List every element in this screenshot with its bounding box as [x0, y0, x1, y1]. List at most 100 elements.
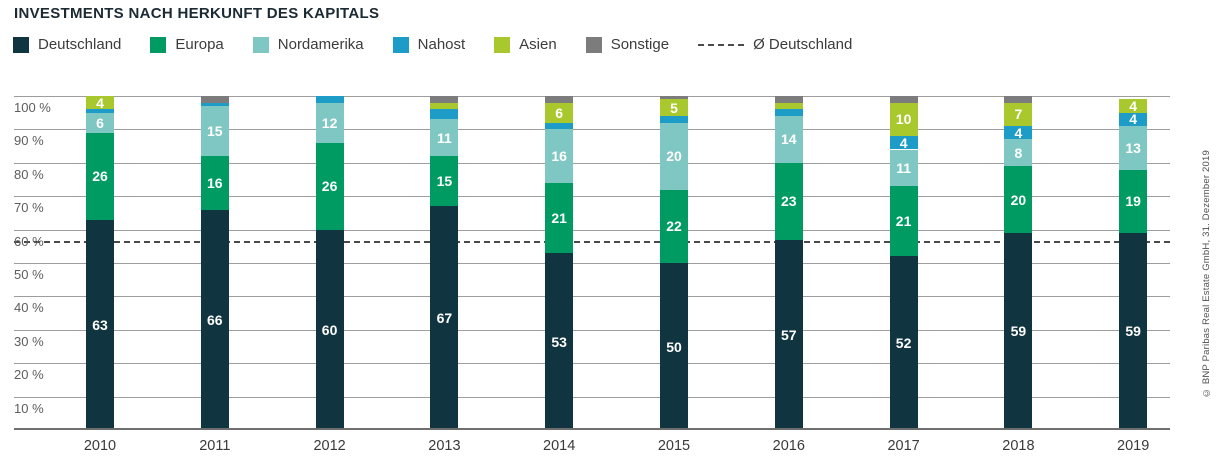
x-axis-label-2011: 2011 [199, 438, 231, 454]
bar-segment-asien: 6 [545, 102, 574, 123]
bar-2019: 59 19 13 4 4 [1119, 96, 1148, 430]
x-axis-label-2010: 2010 [83, 438, 117, 454]
bar-segment-nahost [545, 122, 574, 130]
dashed-line-icon [698, 43, 745, 46]
x-axis-label-2012: 2012 [313, 438, 346, 454]
bar-value-label: 11 [896, 159, 911, 176]
bar-value-label: 59 [1125, 323, 1141, 340]
bar-segment-nordamerika: 12 [315, 102, 344, 143]
bar-segment-deutschland: 66 [200, 209, 229, 430]
legend-item-nahost: Nahost [392, 36, 466, 53]
bar-value-label: 6 [555, 104, 564, 121]
y-axis-tick-label: 50 % [14, 267, 44, 282]
bar-2011: 66 16 15 [200, 96, 229, 430]
legend-item-europa: Europa [150, 36, 224, 53]
x-axis-label-2016: 2016 [772, 438, 805, 454]
bar-value-label: 21 [551, 209, 567, 226]
bar-value-label: 16 [207, 174, 223, 191]
bar-segment-asien: 5 [660, 99, 688, 116]
bar-segment-sonstige [889, 96, 918, 103]
bar-value-label: 20 [1010, 191, 1027, 208]
gridline [14, 196, 1170, 198]
bar-2014: 53 21 16 6 [545, 96, 574, 430]
x-axis-label-2014: 2014 [543, 438, 576, 454]
bar-segment-deutschland: 52 [889, 256, 918, 430]
bar-segment-europa: 22 [660, 189, 688, 263]
bar-value-label: 67 [436, 310, 453, 327]
bar-segment-asien: 4 [86, 94, 114, 111]
bar-2012: 60 26 12 [315, 96, 344, 430]
bar-value-label: 4 [1129, 111, 1138, 128]
bar-value-label: 26 [321, 178, 338, 195]
copyright-note: © BNP Paribas Real Estate GmbH, 31. Deze… [1201, 150, 1212, 399]
bar-segment-deutschland: 60 [315, 229, 344, 430]
bar-value-label: 11 [436, 129, 452, 146]
bar-segment-nordamerika: 11 [889, 149, 918, 187]
bar-segment-sonstige [660, 96, 688, 100]
gridline [14, 229, 1170, 231]
legend-swatch-europa-icon [150, 36, 167, 53]
bar-value-label: 7 [1014, 106, 1023, 123]
x-axis-label-2019: 2019 [1117, 438, 1150, 454]
bar-value-label: 19 [1125, 193, 1141, 210]
y-axis-tick-label: 100 % [14, 100, 51, 115]
bar-segment-europa: 26 [86, 132, 114, 220]
bar-value-label: 22 [666, 218, 682, 235]
gridline [14, 396, 1170, 398]
legend-swatch-nordamerika-icon [252, 36, 269, 53]
y-axis-tick-label: 60 % [14, 233, 44, 249]
legend-label: Nordamerika [277, 36, 364, 53]
legend-label: Europa [175, 36, 224, 53]
legend-item-nordamerika: Nordamerika [252, 36, 364, 53]
legend-swatch-deutschland-icon [13, 36, 29, 53]
bar-segment-nordamerika: 6 [86, 112, 114, 133]
x-axis-label-2015: 2015 [657, 438, 691, 454]
bar-value-label: 4 [1014, 124, 1023, 141]
bar-value-label: 66 [207, 311, 223, 328]
legend-label: Sonstige [610, 36, 670, 53]
bar-segment-sonstige [430, 96, 459, 103]
legend-swatch-asien-icon [494, 36, 511, 53]
gridline [14, 329, 1170, 331]
bar-segment-asien [430, 102, 459, 110]
bar-value-label: 16 [551, 148, 567, 165]
bar-value-label: 12 [321, 114, 338, 131]
x-axis-baseline [14, 428, 1170, 430]
bar-segment-nahost: 4 [1004, 124, 1033, 141]
bar-segment-europa: 21 [889, 186, 918, 257]
bar-value-label: 63 [92, 316, 108, 333]
bar-value-label: 4 [899, 134, 908, 151]
bar-value-label: 4 [96, 94, 104, 111]
bar-segment-nahost: 4 [889, 134, 918, 151]
y-axis-tick-label: 10 % [14, 400, 44, 416]
legend-item-deutschland: Deutschland [13, 36, 121, 53]
y-axis-tick-label: 90 % [14, 133, 44, 149]
bar-value-label: 10 [895, 111, 912, 128]
legend-label: Nahost [417, 36, 466, 53]
bar-segment-nordamerika: 15 [200, 106, 229, 157]
bar-segment-nordamerika: 20 [660, 122, 688, 190]
bar-segment-nahost [315, 96, 344, 103]
bar-value-label: 50 [666, 338, 682, 355]
bar-segment-deutschland: 59 [1119, 232, 1148, 430]
bar-value-label: 59 [1010, 323, 1027, 340]
gridline [14, 296, 1170, 298]
x-axis-label-2018: 2018 [1002, 438, 1035, 454]
bar-segment-nordamerika: 13 [1119, 126, 1148, 170]
bar-segment-asien: 7 [1004, 102, 1033, 127]
bar-value-label: 26 [92, 168, 108, 185]
legend: Deutschland Europa Nordamerika Nahost Asien S… [13, 36, 852, 53]
bar-segment-sonstige [1004, 96, 1033, 103]
gridline [14, 363, 1170, 365]
bar-segment-nordamerika: 8 [1004, 139, 1033, 167]
legend-item-asien: Asien [494, 36, 557, 53]
bar-segment-nahost [660, 116, 688, 123]
legend-label: Ø Deutschland [753, 36, 853, 53]
bar-2015: 50 22 20 5 [660, 96, 688, 430]
bar-segment-nahost [430, 109, 459, 120]
y-axis-tick-label: 40 % [14, 300, 44, 316]
bar-segment-europa: 21 [545, 182, 574, 253]
bar-segment-europa: 20 [1004, 166, 1033, 233]
bar-segment-europa: 16 [200, 156, 229, 210]
bar-value-label: 15 [207, 123, 223, 140]
